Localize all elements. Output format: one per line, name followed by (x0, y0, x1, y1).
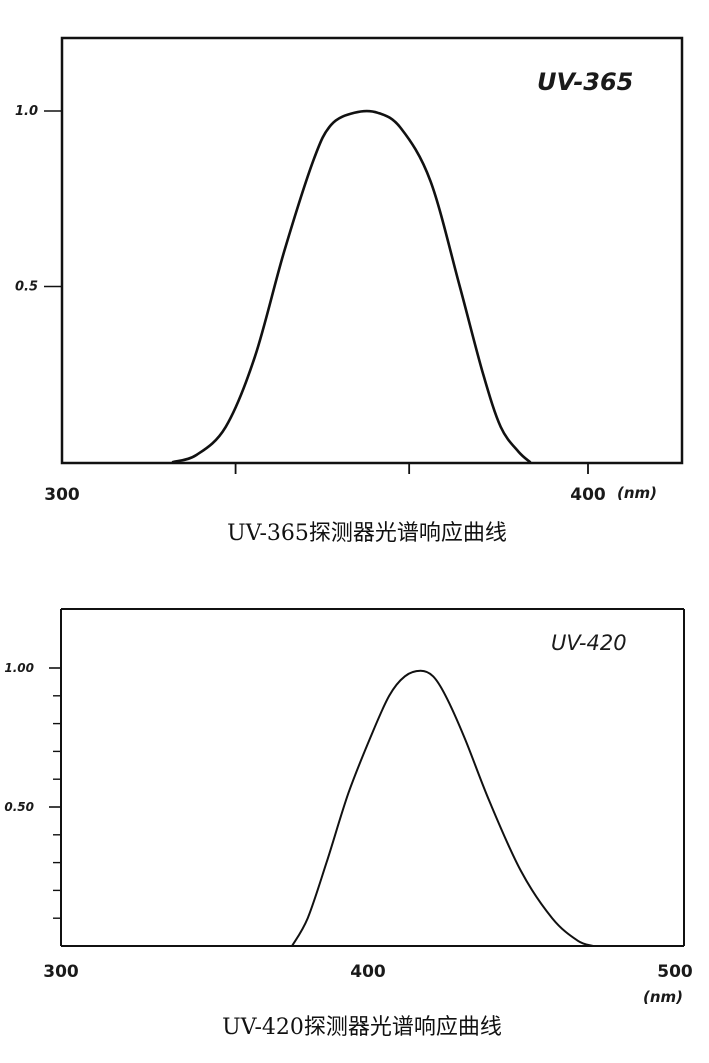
chart-uv365: UV-365 1.0 0.5 300 400 (nm) UV-365探测器光谱响应曲… (15, 36, 684, 546)
chart-uv420-response-curve (291, 669, 594, 947)
x-tick-label: 500 (657, 962, 693, 982)
y-tick-label: 0.50 (4, 800, 34, 814)
x-tick-label: 400 (570, 485, 606, 505)
x-tick-label: 300 (43, 962, 79, 982)
chart-uv365-frame (60, 36, 684, 465)
chart-uv420-title: UV-420 (551, 631, 627, 655)
y-tick-label: 1.0 (15, 104, 38, 119)
x-tick-label: 300 (44, 485, 80, 505)
chart-uv365-response-curve (171, 109, 532, 464)
chart-uv365-caption: UV-365探测器光谱响应曲线 (227, 521, 507, 546)
chart-uv420: UV-420 1.00 0.50 300 400 500 (nm) UV-420探测器… (4, 608, 693, 1040)
chart-uv420-x-axis-label: (nm) (643, 988, 683, 1006)
chart-uv365-x-ticks: 300 400 (44, 462, 606, 505)
chart-uv420-y-ticks: 1.00 0.50 (4, 661, 61, 919)
chart-uv365-title: UV-365 (537, 68, 633, 96)
chart-uv365-y-ticks: 1.0 0.5 (15, 104, 62, 295)
y-tick-label: 0.5 (15, 280, 38, 295)
chart-uv365-x-axis-label: (nm) (617, 484, 657, 502)
chart-uv420-caption: UV-420探测器光谱响应曲线 (222, 1015, 502, 1040)
y-tick-label: 1.00 (4, 661, 34, 675)
chart-uv420-x-ticks: 300 400 500 (43, 962, 693, 982)
x-tick-label: 400 (350, 962, 386, 982)
